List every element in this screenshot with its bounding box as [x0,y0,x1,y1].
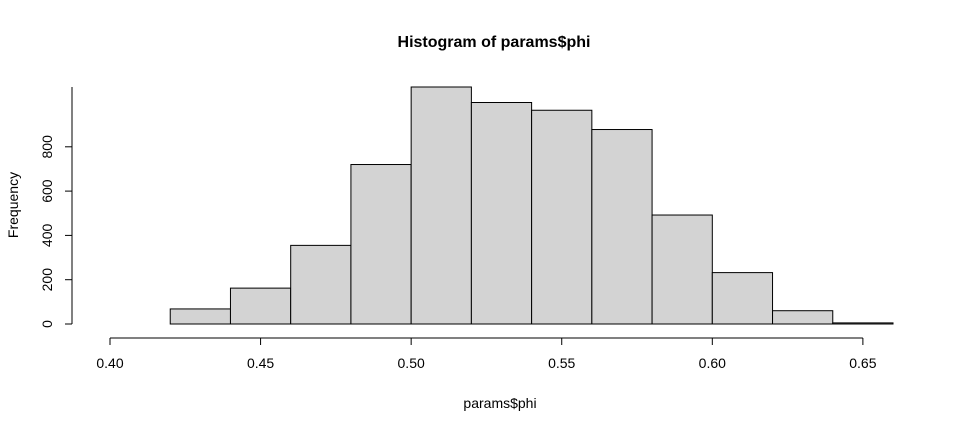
histogram-bar [470,102,533,325]
x-tick-label: 0.55 [548,355,575,371]
x-tick-label: 0.40 [96,355,123,371]
chart-title: Histogram of params$phi [398,34,591,51]
x-axis-label: params$phi [463,395,536,411]
x-axis: 0.40 0.45 0.50 0.55 0.60 0.65 [96,337,877,371]
y-tick-label: 0 [39,320,55,328]
histogram-bar [350,164,412,325]
histogram-bar [169,308,231,325]
histogram-bar [531,109,593,325]
y-axis-label: Frequency [5,172,21,238]
y-tick-label: 200 [39,268,55,292]
bars-group [169,86,894,325]
histogram-bar [410,86,472,325]
histogram-bar [229,287,292,325]
y-tick-label: 800 [39,135,55,159]
x-tick-label: 0.60 [699,355,726,371]
x-tick-label: 0.65 [849,355,876,371]
histogram-bar [591,129,653,325]
x-tick-label: 0.50 [398,355,425,371]
histogram-bar [832,322,894,325]
histogram-bar [711,272,774,325]
histogram-bar [772,310,834,325]
histogram-bar [290,244,352,325]
y-tick-label: 400 [39,224,55,248]
y-tick-label: 600 [39,179,55,203]
x-tick-label: 0.45 [247,355,274,371]
histogram-bar [651,214,713,325]
y-axis: 0 200 400 600 800 [39,87,73,328]
